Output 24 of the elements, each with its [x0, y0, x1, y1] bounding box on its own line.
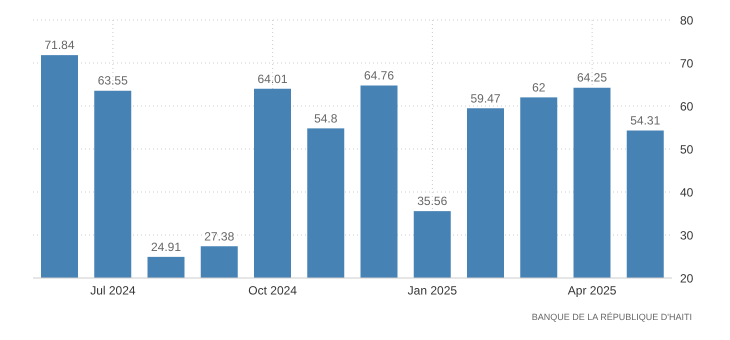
x-tick-label: Apr 2025 [568, 284, 617, 298]
data-label: 27.38 [204, 229, 235, 244]
y-tick-label: 70 [680, 56, 694, 70]
data-label: 59.47 [470, 91, 501, 106]
data-label: 35.56 [417, 194, 448, 208]
data-label: 63.55 [98, 74, 128, 88]
data-label: 24.91 [150, 240, 182, 254]
data-label: 64.25 [576, 70, 608, 85]
data-label: 64.01 [257, 72, 288, 86]
x-tick-label: Jan 2025 [408, 284, 458, 298]
data-label: 54.8 [314, 111, 338, 126]
y-tick-label: 20 [680, 271, 694, 286]
y-tick-label: 40 [680, 185, 694, 200]
y-tick-label: 50 [680, 142, 694, 156]
data-label: 71.84 [44, 38, 75, 52]
data-label: 54.31 [630, 113, 661, 128]
x-tick-label: Oct 2024 [248, 284, 298, 298]
y-tick-label: 30 [680, 228, 694, 242]
y-tick-label: 60 [680, 99, 694, 114]
data-label: 64.76 [364, 68, 394, 83]
data-label: 62 [532, 80, 546, 94]
y-tick-label: 80 [680, 13, 694, 28]
x-tick-label: Jul 2024 [90, 284, 136, 298]
text: BANQUE DE LA RÉPUBLIQUE D'HAITI [532, 312, 692, 322]
